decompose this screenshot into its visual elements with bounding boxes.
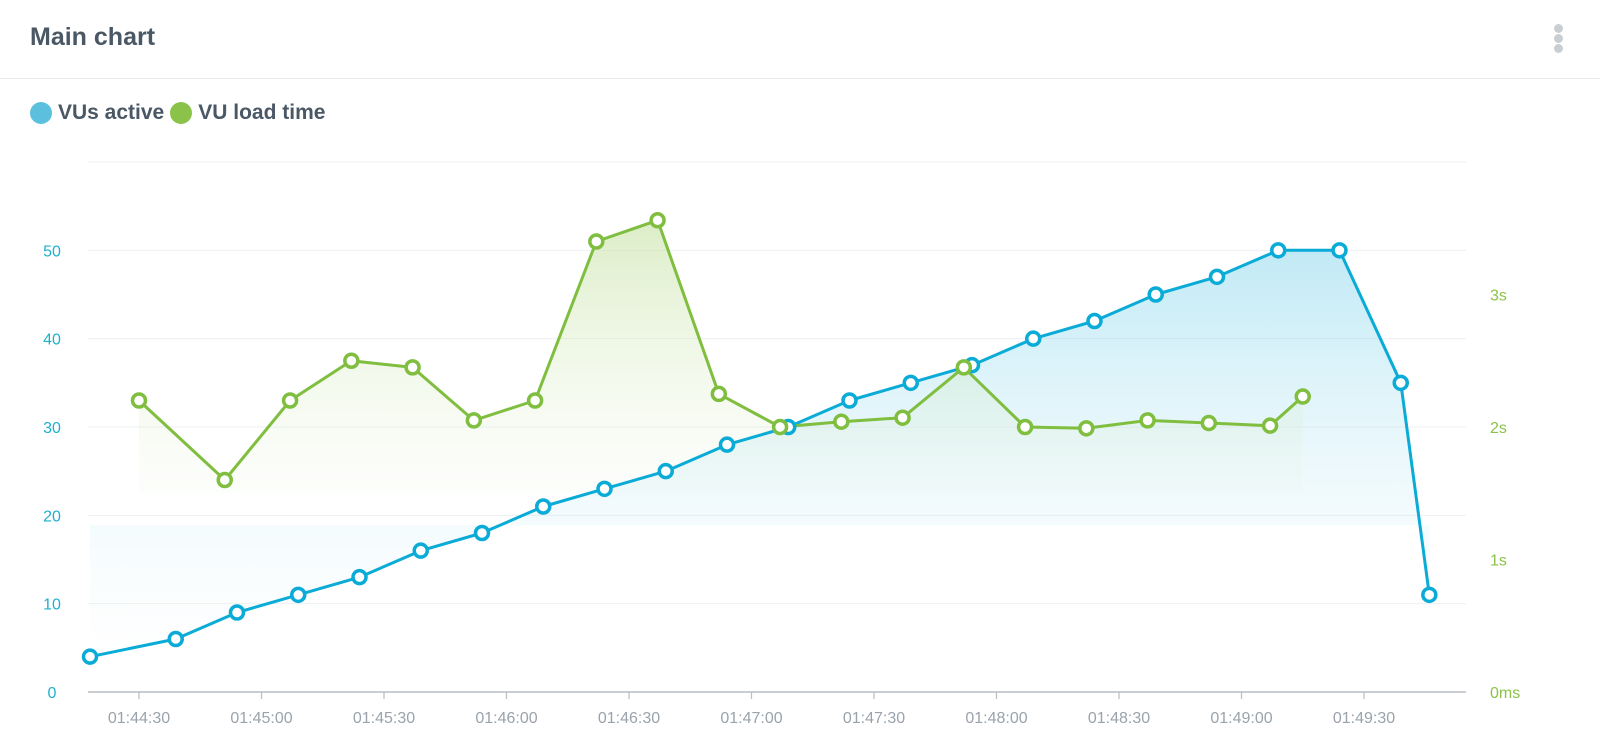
vu-load-time-point — [1016, 418, 1034, 436]
x-tick-label: 01:45:30 — [353, 710, 415, 727]
y-left-tick-label: 30 — [43, 420, 61, 437]
vu-load-time-point — [588, 233, 605, 250]
vu-load-time-point — [130, 392, 148, 409]
vus-active-point — [535, 498, 552, 515]
vus-active-point — [1025, 330, 1042, 347]
vu-load-time-point — [216, 471, 233, 489]
legend-item-vus-active[interactable]: VUs active — [30, 101, 164, 125]
menu-dot — [1554, 34, 1563, 43]
vus-active-point — [1392, 374, 1409, 392]
vu-load-time-point — [1200, 414, 1218, 432]
more-vertical-icon[interactable] — [1554, 24, 1564, 53]
vu-load-time-point — [955, 359, 973, 376]
y-right-tick-label: 3s — [1490, 288, 1507, 305]
vu-load-time-point — [465, 412, 483, 429]
vus-active-point — [596, 480, 613, 498]
vus-active-point — [1331, 242, 1348, 259]
x-tick-label: 01:49:30 — [1333, 710, 1395, 727]
menu-dot — [1554, 44, 1563, 53]
vus-active-point — [473, 524, 491, 542]
vus-active-point — [167, 630, 184, 648]
vu-load-time-point — [404, 359, 421, 376]
legend-label: VU load time — [198, 101, 326, 124]
vu-load-time-point — [526, 392, 544, 409]
vus-active-point — [1421, 586, 1438, 604]
vus-active-point — [1086, 312, 1103, 330]
x-tick-label: 01:44:30 — [108, 710, 170, 727]
vu-load-time-point — [1261, 417, 1279, 434]
panel-header: Main chart — [0, 0, 1600, 79]
panel-title: Main chart — [30, 23, 156, 51]
y-left-tick-label: 20 — [43, 508, 61, 525]
y-left-tick-label: 40 — [43, 332, 61, 349]
y-left-tick-label: 0 — [48, 685, 57, 702]
x-tick-label: 01:49:00 — [1210, 710, 1272, 727]
menu-dot — [1554, 24, 1563, 33]
vus-active-point — [1270, 242, 1287, 259]
x-tick-label: 01:47:30 — [843, 710, 905, 727]
x-tick-label: 01:48:30 — [1088, 710, 1150, 727]
vu-load-time-point — [649, 212, 666, 229]
vu-load-time-point — [281, 392, 299, 409]
vu-load-time-point — [343, 352, 360, 369]
vus-active-point — [351, 568, 368, 586]
vu-load-time-point — [1078, 420, 1095, 437]
x-tick-label: 01:46:30 — [598, 710, 660, 727]
vu-load-time-line — [137, 218, 1304, 482]
vus-active-point — [657, 462, 674, 480]
chart-legend: VUs active VU load time — [30, 101, 331, 125]
vu-load-time-area — [139, 220, 1303, 494]
vu-load-time-point — [894, 409, 911, 426]
y-right-tick-label: 2s — [1490, 420, 1507, 437]
y-right-tick-label: 0ms — [1490, 685, 1520, 702]
legend-item-vu-load-time[interactable]: VU load time — [170, 101, 325, 125]
vus-active-point — [841, 392, 858, 409]
vus-active-point — [412, 542, 429, 559]
vu-load-time-point — [833, 413, 850, 430]
legend-dot-vu-load-time — [170, 102, 193, 124]
x-tick-label: 01:45:00 — [230, 710, 292, 727]
vu-load-time-point — [710, 385, 728, 403]
vus-active-point — [902, 374, 919, 392]
vu-load-time-point — [1139, 412, 1156, 429]
x-tick-label: 01:46:00 — [475, 710, 537, 727]
vus-active-point — [228, 604, 246, 621]
x-tick-label: 01:48:00 — [965, 710, 1027, 727]
vus-active-point — [718, 436, 736, 453]
x-tick-label: 01:47:00 — [720, 710, 782, 727]
vus-active-point — [1208, 268, 1226, 286]
y-right-tick-label: 1s — [1490, 553, 1507, 570]
legend-dot-vus-active — [30, 102, 52, 124]
vu-load-time-point — [771, 418, 789, 436]
legend-label: VUs active — [58, 101, 165, 124]
vu-load-time-point — [1294, 388, 1311, 405]
y-left-tick-label: 50 — [43, 243, 61, 260]
y-left-tick-label: 10 — [43, 597, 61, 614]
vus-active-point — [81, 648, 99, 665]
vus-active-point — [290, 586, 307, 604]
vus-active-point — [1147, 286, 1164, 303]
